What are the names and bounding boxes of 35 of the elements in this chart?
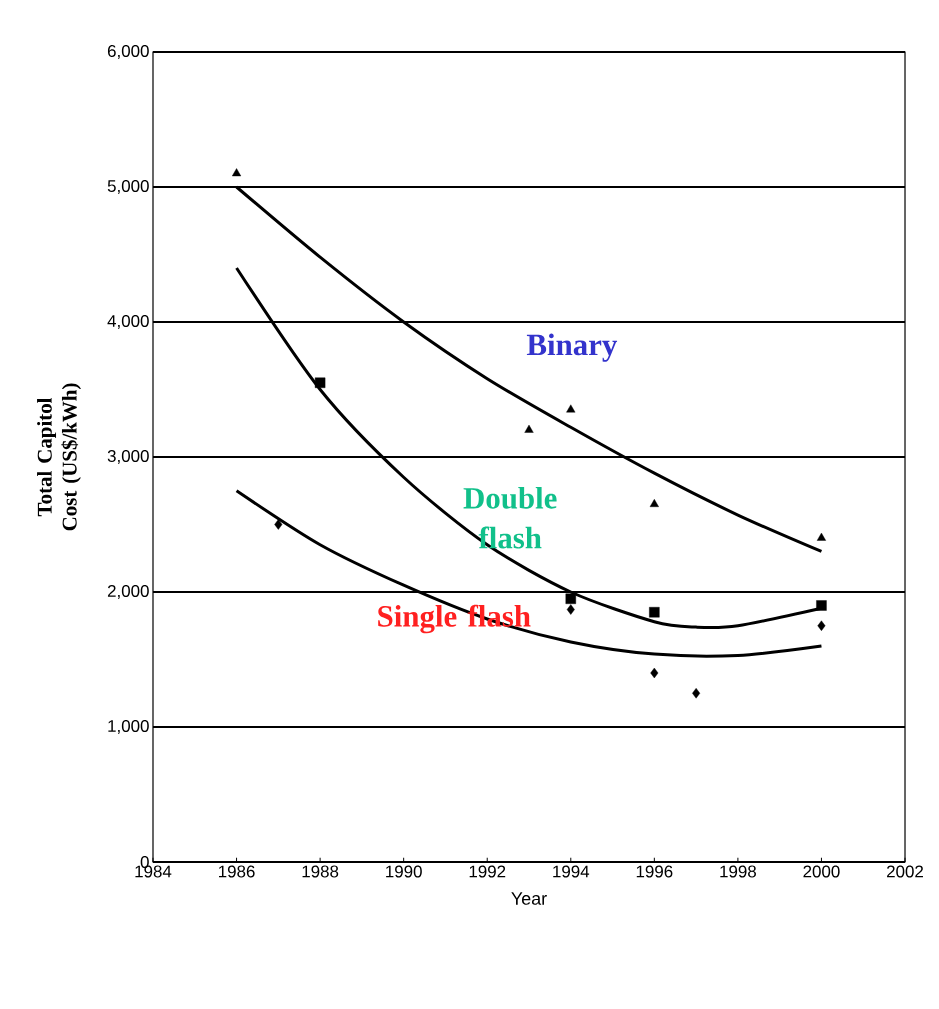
point — [649, 607, 660, 618]
y-tick-label: 5,000 — [107, 179, 149, 194]
x-tick-label: 1998 — [720, 865, 756, 878]
y-tick-label: 2,000 — [107, 584, 149, 599]
x-axis-title: Year — [511, 892, 547, 905]
y-tick-label: 4,000 — [107, 314, 149, 329]
x-tick-label: 1986 — [219, 865, 255, 878]
y-tick-label: 3,000 — [107, 449, 149, 464]
y-tick-label: 6,000 — [107, 44, 149, 59]
point — [816, 600, 827, 611]
point — [566, 604, 575, 615]
point — [314, 377, 326, 388]
point — [232, 168, 242, 177]
x-tick-label: 1990 — [386, 865, 422, 878]
y-axis-title: Total Capitol Cost (US$/kWh) — [37, 383, 81, 531]
point — [566, 404, 576, 413]
line-series — [235, 489, 823, 658]
point — [816, 532, 826, 541]
annotation: Binary — [526, 333, 618, 362]
point — [524, 424, 534, 433]
x-tick-label: 1988 — [302, 865, 339, 878]
line-series — [235, 185, 823, 553]
point — [650, 667, 659, 679]
x-tick-label: 2000 — [803, 865, 840, 878]
point — [649, 499, 659, 507]
point — [692, 688, 701, 699]
point — [274, 519, 283, 530]
point — [565, 593, 576, 604]
point — [817, 620, 826, 631]
x-tick-label: 2002 — [887, 865, 923, 878]
x-tick-label: 1996 — [636, 865, 673, 878]
annotation: Double flash — [463, 486, 557, 549]
x-tick-label: 1994 — [553, 865, 590, 878]
y-tick-label: 1,000 — [108, 719, 149, 734]
x-tick-label: 1992 — [469, 865, 506, 878]
